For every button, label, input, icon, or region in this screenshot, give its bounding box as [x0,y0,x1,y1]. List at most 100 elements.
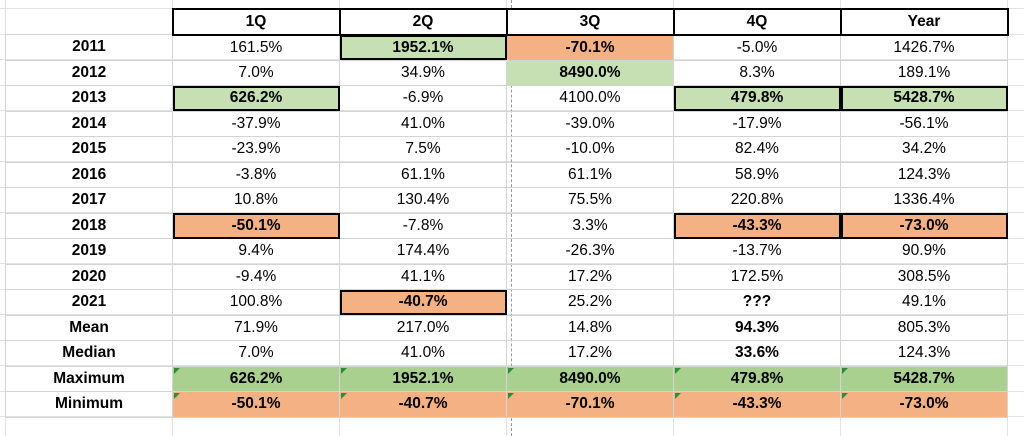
table-cell[interactable]: -6.9% [339,85,507,112]
table-cell[interactable]: 220.8% [673,187,841,214]
table-cell[interactable]: 8490.0% [506,365,674,392]
table-cell[interactable]: 34.2% [840,136,1008,163]
column-header-4q[interactable]: 4Q [672,8,842,36]
table-cell[interactable]: 75.5% [506,187,674,214]
table-row: 2011 161.5% 1952.1% -70.1% -5.0% 1426.7% [5,34,1008,61]
table-cell[interactable]: -7.8% [339,212,507,239]
table-cell[interactable]: 479.8% [673,85,841,112]
table-cell[interactable]: 41.1% [339,263,507,290]
table-cell[interactable]: 161.5% [172,34,340,61]
table-cell[interactable]: 82.4% [673,136,841,163]
table-cell[interactable]: 7.0% [172,340,340,367]
table-cell[interactable]: 626.2% [172,365,340,392]
row-label[interactable]: 2014 [5,110,173,137]
table-cell[interactable]: 7.5% [339,136,507,163]
table-cell[interactable]: -43.3% [673,212,841,239]
table-cell[interactable]: 17.2% [506,263,674,290]
table-cell[interactable]: -39.0% [506,110,674,137]
table-cell[interactable]: -23.9% [172,136,340,163]
table-cell[interactable]: ??? [673,289,841,316]
table-cell[interactable]: 172.5% [673,263,841,290]
table-cell[interactable]: 10.8% [172,187,340,214]
table-cell[interactable]: 308.5% [840,263,1008,290]
table-cell[interactable]: -13.7% [673,238,841,265]
table-cell[interactable]: -37.9% [172,110,340,137]
table-cell[interactable]: 33.6% [673,340,841,367]
table-cell[interactable]: 5428.7% [840,365,1008,392]
table-row: 2021 100.8% -40.7% 25.2%??? 49.1% [5,289,1008,316]
table-cell[interactable]: 9.4% [172,238,340,265]
table-cell[interactable]: 94.3% [673,314,841,341]
column-header-1q[interactable]: 1Q [171,8,341,36]
table-cell[interactable]: -9.4% [172,263,340,290]
table-cell[interactable]: 130.4% [339,187,507,214]
row-label[interactable]: Maximum [5,365,173,392]
table-cell[interactable]: 41.0% [339,340,507,367]
corner-cell[interactable] [6,9,173,35]
row-label[interactable]: Median [5,340,173,367]
table-cell[interactable]: 5428.7% [840,85,1008,112]
table-cell[interactable]: 14.8% [506,314,674,341]
table-cell[interactable]: -70.1% [506,34,674,61]
table-cell[interactable]: 1952.1% [339,365,507,392]
table-cell[interactable]: 626.2% [172,85,340,112]
table-cell[interactable]: -50.1% [172,391,340,418]
table-cell[interactable]: 189.1% [840,59,1008,86]
table-cell[interactable]: -17.9% [673,110,841,137]
table-cell[interactable]: 17.2% [506,340,674,367]
row-label[interactable]: 2013 [5,85,173,112]
row-label[interactable]: 2021 [5,289,173,316]
table-cell[interactable]: 8490.0% [506,59,674,86]
table-cell[interactable]: 1336.4% [840,187,1008,214]
table-cell[interactable]: 217.0% [339,314,507,341]
column-header-3q[interactable]: 3Q [505,8,675,36]
table-cell[interactable]: 71.9% [172,314,340,341]
table-cell[interactable]: 479.8% [673,365,841,392]
table-cell[interactable]: 124.3% [840,340,1008,367]
row-label[interactable]: 2018 [5,212,173,239]
table-cell[interactable]: 3.3% [506,212,674,239]
table-cell[interactable]: 61.1% [506,161,674,188]
table-cell[interactable]: 805.3% [840,314,1008,341]
table-cell[interactable]: -3.8% [172,161,340,188]
table-cell[interactable]: 4100.0% [506,85,674,112]
column-header-year[interactable]: Year [839,8,1009,36]
table-cell[interactable]: -10.0% [506,136,674,163]
header-row: 1Q 2Q 3Q 4Q Year [6,8,1009,36]
table-cell[interactable]: -26.3% [506,238,674,265]
table-cell[interactable]: 25.2% [506,289,674,316]
table-cell[interactable]: -73.0% [840,212,1008,239]
table-cell[interactable]: -73.0% [840,391,1008,418]
row-label[interactable]: 2019 [5,238,173,265]
table-cell[interactable]: 7.0% [172,59,340,86]
table-cell[interactable]: 1426.7% [840,34,1008,61]
table-cell[interactable]: 100.8% [172,289,340,316]
table-cell[interactable]: 49.1% [840,289,1008,316]
row-label[interactable]: Minimum [5,391,173,418]
table-cell[interactable]: 61.1% [339,161,507,188]
column-header-2q[interactable]: 2Q [338,8,508,36]
table-cell[interactable]: 41.0% [339,110,507,137]
row-label[interactable]: 2011 [5,34,173,61]
row-label[interactable]: 2015 [5,136,173,163]
table-cell[interactable]: -40.7% [339,289,507,316]
row-label[interactable]: 2017 [5,187,173,214]
table-cell[interactable]: 8.3% [673,59,841,86]
row-label[interactable]: 2012 [5,59,173,86]
table-cell[interactable]: 90.9% [840,238,1008,265]
table-cell[interactable]: -70.1% [506,391,674,418]
table-cell[interactable]: 174.4% [339,238,507,265]
table-cell[interactable]: 34.9% [339,59,507,86]
row-label[interactable]: 2020 [5,263,173,290]
table-cell[interactable]: -43.3% [673,391,841,418]
table-cell[interactable]: -56.1% [840,110,1008,137]
table-cell[interactable]: 58.9% [673,161,841,188]
table-cell[interactable]: 1952.1% [339,34,507,61]
table-cell[interactable]: 124.3% [840,161,1008,188]
row-label[interactable]: 2016 [5,161,173,188]
table-cell[interactable]: -50.1% [172,212,340,239]
row-label[interactable]: Mean [5,314,173,341]
table-cell[interactable]: -40.7% [339,391,507,418]
table-row: 2019 9.4% 174.4% -26.3% -13.7% 90.9% [5,238,1008,265]
table-cell[interactable]: -5.0% [673,34,841,61]
